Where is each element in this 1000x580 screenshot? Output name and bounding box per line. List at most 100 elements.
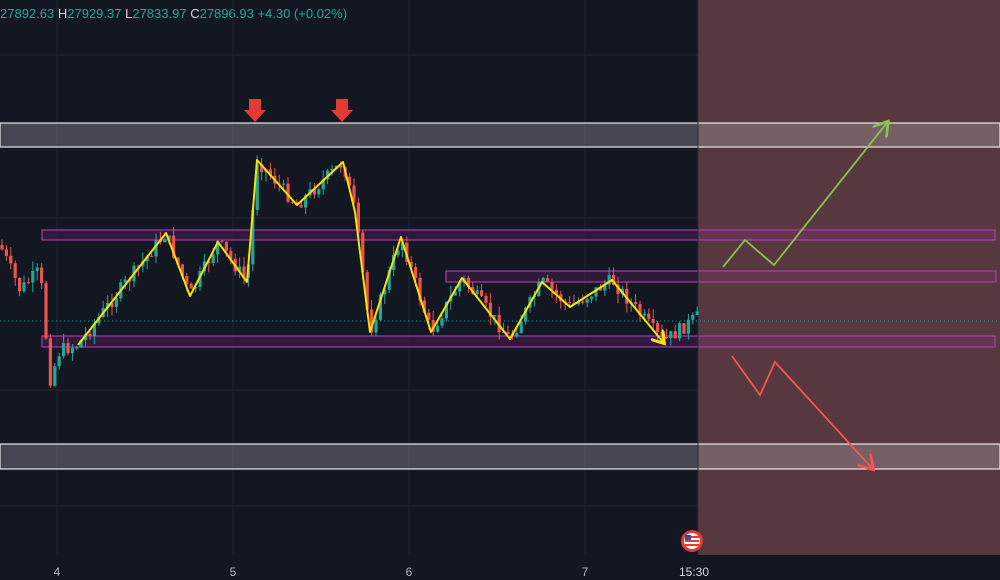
candle-body (414, 266, 418, 278)
candle-body (387, 270, 391, 290)
candle-body (84, 333, 88, 341)
candle-body (220, 240, 224, 242)
candle-body (612, 275, 616, 285)
candle-body (383, 289, 387, 295)
candle-body (568, 302, 572, 304)
candle-body (365, 272, 369, 310)
candle-body (651, 319, 655, 324)
candle-body (506, 331, 510, 334)
candle-body (26, 282, 30, 284)
candle-body (550, 281, 554, 290)
candle-body (444, 301, 448, 319)
candle-body (669, 331, 673, 339)
top-marker-1 (244, 99, 266, 122)
candle-body (66, 343, 70, 354)
candle-body (352, 185, 356, 203)
candle-body (585, 299, 589, 303)
support-zone (0, 443, 1000, 470)
candle-body (57, 356, 61, 367)
candle-body (453, 291, 457, 296)
close-label: C (190, 6, 200, 21)
candle-body (97, 317, 101, 324)
candle-body (114, 298, 118, 308)
candle-body (541, 278, 545, 282)
candle-body (22, 282, 26, 292)
candle-body (13, 263, 17, 278)
candle-body (92, 323, 96, 336)
candle-body (62, 343, 66, 357)
high-label: H (57, 6, 68, 21)
candle-body (594, 287, 598, 297)
candle-body (299, 205, 303, 208)
bearish-forecast-path (731, 355, 871, 467)
candle-body (370, 309, 374, 333)
x-tick-7: 7 (582, 565, 589, 579)
candle-body (515, 333, 519, 337)
candle-body (31, 270, 35, 283)
candle-body (590, 296, 594, 300)
candle-body (378, 294, 382, 320)
candle-body (695, 311, 699, 315)
candle-body (180, 264, 184, 276)
candle-body (422, 300, 426, 313)
candle-body (229, 250, 233, 259)
candle-body (554, 289, 558, 295)
candle-body (686, 319, 690, 334)
zigzag-pattern (77, 159, 663, 345)
candle-body (673, 331, 677, 339)
candle-body (348, 176, 352, 186)
candle-body (607, 275, 611, 285)
candle-body (638, 304, 642, 316)
candle-body (330, 168, 334, 171)
candle-body (524, 307, 528, 322)
candle-body (216, 240, 220, 255)
candle-body (647, 313, 651, 320)
candle-body (642, 313, 646, 316)
candle-body (616, 284, 620, 294)
upper-range-box (41, 229, 996, 241)
candle-body (603, 284, 607, 291)
bullish-forecast-path (722, 124, 886, 268)
candle-body (268, 169, 272, 176)
candle-body (238, 266, 242, 272)
candle-body (251, 210, 255, 265)
candle-body (396, 250, 400, 255)
candle-body (304, 195, 308, 208)
candle-body (493, 315, 497, 317)
ohlc-readout: 27892.63 H27929.37 L27833.97 C27896.93 +… (0, 6, 347, 21)
candle-body (466, 277, 470, 288)
candle-body (458, 281, 462, 292)
open-value: 27892.63 (0, 6, 55, 21)
candle-body (409, 261, 413, 267)
candle-body (172, 235, 176, 258)
candle-body (40, 267, 44, 284)
top-marker-2 (331, 99, 353, 122)
candle-body (581, 301, 585, 303)
candle-body (242, 266, 246, 278)
forecast-zone (698, 0, 1000, 555)
candle-body (418, 277, 422, 301)
candle-body (431, 320, 435, 332)
candle-body (286, 183, 290, 202)
high-value: 27929.37 (67, 6, 122, 21)
candle-body (194, 286, 198, 289)
x-tick-5: 5 (230, 565, 237, 579)
resistance-zone (0, 122, 1000, 148)
candle-body (79, 340, 83, 348)
candle-body (488, 302, 492, 317)
candle-body (682, 323, 686, 334)
low-label: L (125, 6, 133, 21)
candle-body (475, 290, 479, 294)
candle-body (75, 347, 79, 349)
candle-body (656, 323, 660, 332)
us-flag-icon[interactable] (681, 530, 703, 552)
candle-body (211, 254, 215, 264)
candle-body (198, 271, 202, 287)
candle-body (110, 303, 114, 308)
candle-body (321, 179, 325, 190)
candle-body (625, 288, 629, 304)
candle-body (400, 242, 404, 251)
candle-body (290, 201, 294, 203)
candle-body (44, 283, 48, 339)
